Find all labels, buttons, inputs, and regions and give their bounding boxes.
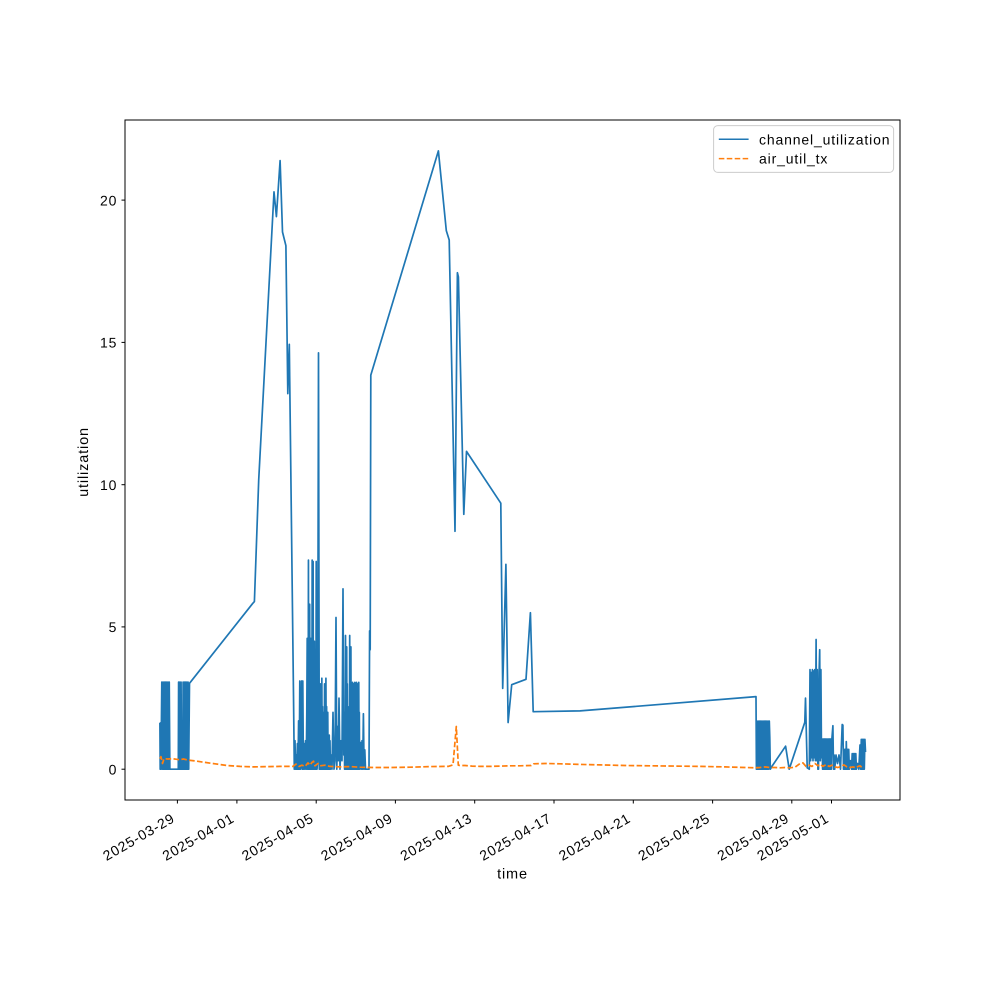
- svg-text:5: 5: [109, 619, 118, 635]
- svg-text:channel_utilization: channel_utilization: [759, 131, 890, 147]
- svg-text:10: 10: [100, 477, 117, 493]
- svg-text:0: 0: [109, 762, 118, 778]
- svg-text:time: time: [497, 867, 528, 883]
- svg-text:20: 20: [100, 192, 117, 208]
- svg-text:15: 15: [100, 335, 117, 351]
- svg-text:utilization: utilization: [76, 427, 92, 497]
- svg-text:air_util_tx: air_util_tx: [759, 151, 828, 167]
